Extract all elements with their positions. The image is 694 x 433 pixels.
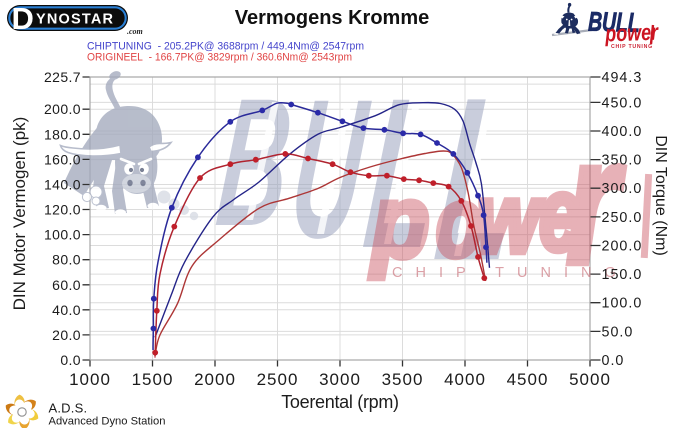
svg-text:20.0: 20.0 — [52, 327, 81, 343]
svg-text:5000: 5000 — [569, 370, 611, 389]
svg-text:140.0: 140.0 — [44, 177, 81, 193]
svg-text:w: w — [477, 165, 543, 273]
svg-text:4500: 4500 — [507, 370, 549, 389]
svg-text:YNOSTAR: YNOSTAR — [36, 12, 114, 28]
svg-text:250.0: 250.0 — [602, 210, 643, 226]
svg-text:A.D.S.: A.D.S. — [49, 401, 88, 416]
svg-text:e: e — [539, 157, 581, 273]
svg-text:120.0: 120.0 — [44, 202, 81, 218]
svg-text:0.0: 0.0 — [60, 352, 81, 368]
svg-text:.com: .com — [127, 27, 143, 36]
svg-text:450.0: 450.0 — [602, 95, 643, 111]
svg-text:100.0: 100.0 — [602, 296, 643, 312]
svg-text:300.0: 300.0 — [602, 181, 643, 197]
svg-text:200.0: 200.0 — [44, 101, 81, 117]
svg-text:60.0: 60.0 — [52, 277, 81, 293]
svg-text:80.0: 80.0 — [52, 252, 81, 268]
svg-text:50.0: 50.0 — [602, 324, 634, 340]
svg-text:100.0: 100.0 — [44, 227, 81, 243]
svg-text:DIN Torque (Nm): DIN Torque (Nm) — [652, 135, 669, 256]
svg-text:1000: 1000 — [69, 370, 111, 389]
svg-text:0.0: 0.0 — [602, 353, 625, 369]
svg-text:200.0: 200.0 — [602, 239, 643, 255]
svg-text:CHIP TUNING: CHIP TUNING — [611, 44, 653, 50]
svg-text:Toerental (rpm): Toerental (rpm) — [281, 392, 399, 412]
svg-text:180.0: 180.0 — [44, 126, 81, 142]
svg-text:r: r — [566, 100, 625, 301]
svg-text:350.0: 350.0 — [602, 153, 643, 169]
svg-text:D: D — [12, 1, 34, 36]
svg-text:40.0: 40.0 — [52, 302, 81, 318]
svg-text:CHIPTUNING - 205.2PK@ 3688rpm: CHIPTUNING - 205.2PK@ 3688rpm / 449.4Nm@… — [87, 41, 364, 53]
svg-text:2000: 2000 — [194, 370, 236, 389]
svg-text:p: p — [369, 164, 429, 278]
svg-text:160.0: 160.0 — [44, 151, 81, 167]
svg-text:Advanced Dyno Station: Advanced Dyno Station — [49, 416, 166, 428]
svg-text:3000: 3000 — [319, 370, 361, 389]
svg-text:150.0: 150.0 — [602, 267, 643, 283]
svg-text:494.3: 494.3 — [602, 70, 643, 86]
svg-text:DIN Motor Vermogen (pk): DIN Motor Vermogen (pk) — [10, 117, 29, 311]
svg-text:1500: 1500 — [132, 370, 174, 389]
svg-text:BULL: BULL — [588, 6, 640, 37]
svg-text:2500: 2500 — [257, 370, 299, 389]
svg-text:ORIGINEEL - 166.7PK@ 3829rpm: ORIGINEEL - 166.7PK@ 3829rpm / 360.6Nm@ … — [87, 51, 352, 63]
svg-text:4000: 4000 — [444, 370, 486, 389]
svg-text:CHIP TUNING: CHIP TUNING — [392, 265, 629, 281]
svg-text:Vermogens Kromme: Vermogens Kromme — [235, 7, 430, 29]
svg-text:o: o — [436, 169, 482, 277]
svg-text:225.7: 225.7 — [44, 69, 81, 85]
svg-text:400.0: 400.0 — [602, 124, 643, 140]
svg-text:3500: 3500 — [382, 370, 424, 389]
